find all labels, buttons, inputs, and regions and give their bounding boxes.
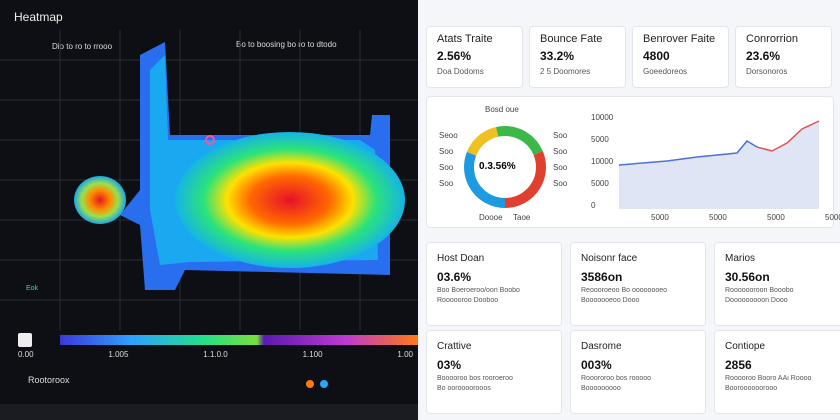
chart-card: Bosd oue 0.3.56% Seoo Soo Soo Soo Soo Soo Soo Soo… bbox=[426, 96, 840, 228]
stat-sub: Goeedoreos bbox=[643, 67, 688, 76]
info-card: Host Doan 03.6% Boo Boeroeroo/oon Boobo Roo… bbox=[426, 242, 562, 326]
legend-right: Bo to boosing bo ro to dtodo bbox=[236, 40, 337, 49]
donut-label: Soo bbox=[553, 131, 568, 140]
donut-label: Doooe bbox=[479, 213, 503, 222]
y-label: 10000 bbox=[591, 157, 614, 166]
card-title: Noisonr face bbox=[581, 253, 638, 264]
stat-value: 4800 bbox=[643, 49, 670, 63]
info-card: Crattive 03% Booooroo bos rooroeroo Bo ooro… bbox=[426, 330, 562, 414]
card-value: 30.56on bbox=[725, 270, 770, 284]
card-title: Dasrome bbox=[581, 341, 622, 352]
stat-sub: Dorsonoros bbox=[746, 67, 788, 76]
stat-card: Bounce Fate 33.2% 2 5 Doomores bbox=[529, 26, 626, 88]
card-line: Reoooroeoo Bo oooooooeo bbox=[581, 287, 668, 294]
charts bbox=[464, 120, 820, 209]
card-value: 2856 bbox=[725, 358, 752, 372]
stat-card: Conrorrion 23.6% Dorsonoros bbox=[735, 26, 832, 88]
stat-value: 23.6% bbox=[746, 49, 781, 63]
donut-label: Soo bbox=[553, 147, 568, 156]
x-label: 5000 bbox=[825, 213, 840, 222]
card-line: Boo Boeroeroo/oon Boobo bbox=[437, 287, 520, 294]
scale-label: 1.1.0.0 bbox=[203, 350, 228, 359]
legend-left: Dio to ro to rrooo bbox=[52, 42, 113, 51]
heatmap-panel: Heatmap Dio to ro to rrooo Bo to boosing… bbox=[0, 0, 418, 420]
y-label: 5000 bbox=[591, 135, 609, 144]
card-value: 03% bbox=[437, 358, 462, 372]
y-label: 5000 bbox=[591, 179, 609, 188]
y-label: 0 bbox=[591, 201, 596, 210]
stat-sub: Doa Dodoms bbox=[437, 67, 484, 76]
donut-label: Seoo bbox=[439, 131, 458, 140]
footer: Rootoroox bbox=[28, 375, 70, 385]
stat-card: Atats Traite 2.56% Doa Dodoms bbox=[426, 26, 523, 88]
heatmap bbox=[0, 30, 418, 420]
card-title: Contiope bbox=[725, 341, 766, 352]
donut-title: Bosd oue bbox=[485, 105, 519, 114]
stat-value: 2.56% bbox=[437, 49, 472, 63]
stat-value: 33.2% bbox=[540, 49, 575, 63]
card-value: 03.6% bbox=[437, 270, 472, 284]
card-line: Bo ooroooorooos bbox=[437, 385, 491, 392]
card-line: Booooooeoo Dooo bbox=[581, 297, 640, 304]
card-line: Rooooroo Booro AAi Roooo bbox=[725, 375, 812, 382]
panel-title: Heatmap bbox=[14, 10, 63, 24]
card-line: Dooooooooon Dooo bbox=[725, 297, 788, 304]
info-card: Contiope 2856 Rooooroo Booro AAi Roooo Boor… bbox=[714, 330, 840, 414]
card-line: Booooooooo bbox=[581, 385, 621, 392]
info-card: Noisonr face 3586on Reoooroeoo Bo oooooooe… bbox=[570, 242, 706, 326]
dashboard: Atats Traite 2.56% Doa Dodoms Bounce Fate 33… bbox=[420, 0, 840, 420]
card-line: Roooooroo Dooboo bbox=[437, 297, 499, 304]
donut-label: Soo bbox=[439, 163, 454, 172]
donut-center: 0.3.56% bbox=[479, 161, 516, 172]
card-line: Rooororoo bos rooooo bbox=[581, 375, 652, 382]
stat-sub: 2 5 Doomores bbox=[540, 67, 591, 76]
card-line: Booooroo bos rooroeroo bbox=[437, 375, 513, 382]
donut-label: Soo bbox=[439, 179, 454, 188]
stat-label: Atats Traite bbox=[437, 33, 493, 45]
scale-labels: 0.00 1.005 1.1.0.0 1.100 1.00 bbox=[18, 350, 413, 359]
scale-label: 1.100 bbox=[302, 350, 323, 359]
y-label: 10000 bbox=[591, 113, 614, 122]
donut-label: Soo bbox=[439, 147, 454, 156]
card-title: Crattive bbox=[437, 341, 472, 352]
card-value: 3586on bbox=[581, 270, 623, 284]
x-label: 5000 bbox=[767, 213, 785, 222]
card-value: 003% bbox=[581, 358, 612, 372]
card-title: Marios bbox=[725, 253, 756, 264]
donut-label: Soo bbox=[553, 163, 568, 172]
scale-label: 1.005 bbox=[108, 350, 129, 359]
donut-label: Taoe bbox=[513, 213, 531, 222]
stat-label: Benrover Faite bbox=[643, 33, 716, 45]
stat-label: Conrorrion bbox=[746, 33, 798, 45]
stat-label: Bounce Fate bbox=[540, 33, 603, 45]
card-title: Host Doan bbox=[437, 253, 485, 264]
card-line: Rooooooroon Booobo bbox=[725, 287, 794, 294]
scale-label: 1.00 bbox=[397, 350, 413, 359]
stat-card: Benrover Faite 4800 Goeedoreos bbox=[632, 26, 729, 88]
donut-label: Soo bbox=[553, 179, 568, 188]
scale-label: 0.00 bbox=[18, 350, 34, 359]
x-label: 5000 bbox=[651, 213, 669, 222]
side-label: Eok bbox=[26, 285, 39, 292]
info-card: Dasrome 003% Rooororoo bos rooooo Boooooooo… bbox=[570, 330, 706, 414]
info-card: Marios 30.56on Rooooooroon Booobo Doooooooo… bbox=[714, 242, 840, 326]
card-line: Booroooooorooo bbox=[725, 385, 778, 392]
x-label: 5000 bbox=[709, 213, 727, 222]
